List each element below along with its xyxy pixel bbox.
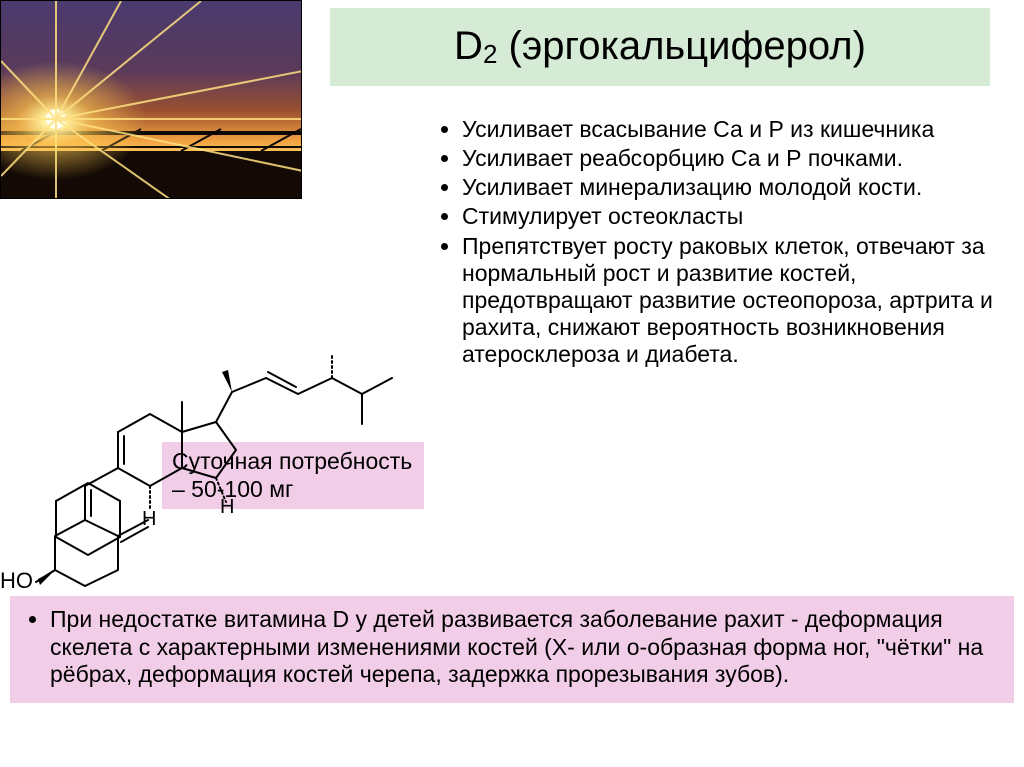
h-label-2: H: [220, 496, 234, 519]
list-item: Усиливает минерализацию молодой кости.: [462, 174, 1014, 201]
title-prefix: D: [454, 24, 483, 68]
sunset-image: [0, 0, 302, 199]
list-item: Усиливает реабсорбцию Са и Р почками.: [462, 145, 1014, 172]
functions-list: Усиливает всасывание Са и Р из кишечника…: [434, 116, 1014, 370]
molecule-diagram: HO H H: [0, 196, 400, 596]
deficiency-text: При недостатке витамина D у детей развив…: [50, 606, 1002, 689]
title-subscript: 2: [483, 39, 497, 69]
h-label: H: [142, 508, 156, 531]
title-rest: (эргокальциферол): [497, 24, 866, 68]
list-item: Стимулирует остеокласты: [462, 203, 1014, 230]
deficiency-box: При недостатке витамина D у детей развив…: [10, 596, 1014, 703]
slide-title: D2 (эргокальциферол): [330, 8, 990, 86]
ho-label: HO: [0, 568, 33, 594]
list-item: Препятствует росту раковых клеток, отвеч…: [462, 233, 1014, 369]
list-item: Усиливает всасывание Са и Р из кишечника: [462, 116, 1014, 143]
